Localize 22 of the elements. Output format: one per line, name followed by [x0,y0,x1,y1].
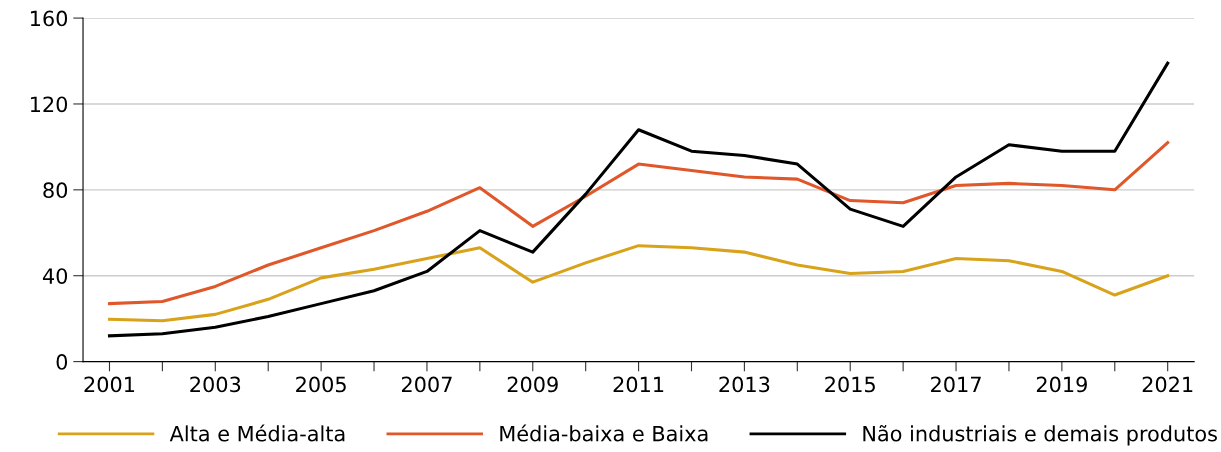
x-tick-label: 2021 [1142,376,1193,393]
y-tick-label: 80 [43,182,68,199]
x-tick-label: 2001 [84,376,135,393]
x-tick-label: 2013 [719,376,770,393]
y-tick-label: 120 [30,96,68,113]
y-tick-label: 160 [30,10,68,27]
line-series [107,244,1170,323]
y-tick-label: 40 [42,268,68,284]
x-tick-label: 2019 [1036,376,1087,393]
legend-label: Alta e Média-alta [169,424,345,442]
x-tick-label: 2017 [931,376,981,393]
x-tick-label: 2011 [613,376,664,393]
legend-label: Não industriais e demais produtos [863,425,1217,446]
x-tick-label: 2003 [190,376,241,393]
x-tick-label: 2015 [825,376,875,393]
x-tick-label: 2009 [507,376,558,393]
line-series [107,141,1170,306]
legend-label: Média-baixa e Baixa [500,424,708,442]
y-tick-label: 0 [56,354,68,370]
line-series [107,61,1170,338]
x-tick-label: 2007 [401,376,452,393]
x-tick-label: 2005 [296,376,346,393]
